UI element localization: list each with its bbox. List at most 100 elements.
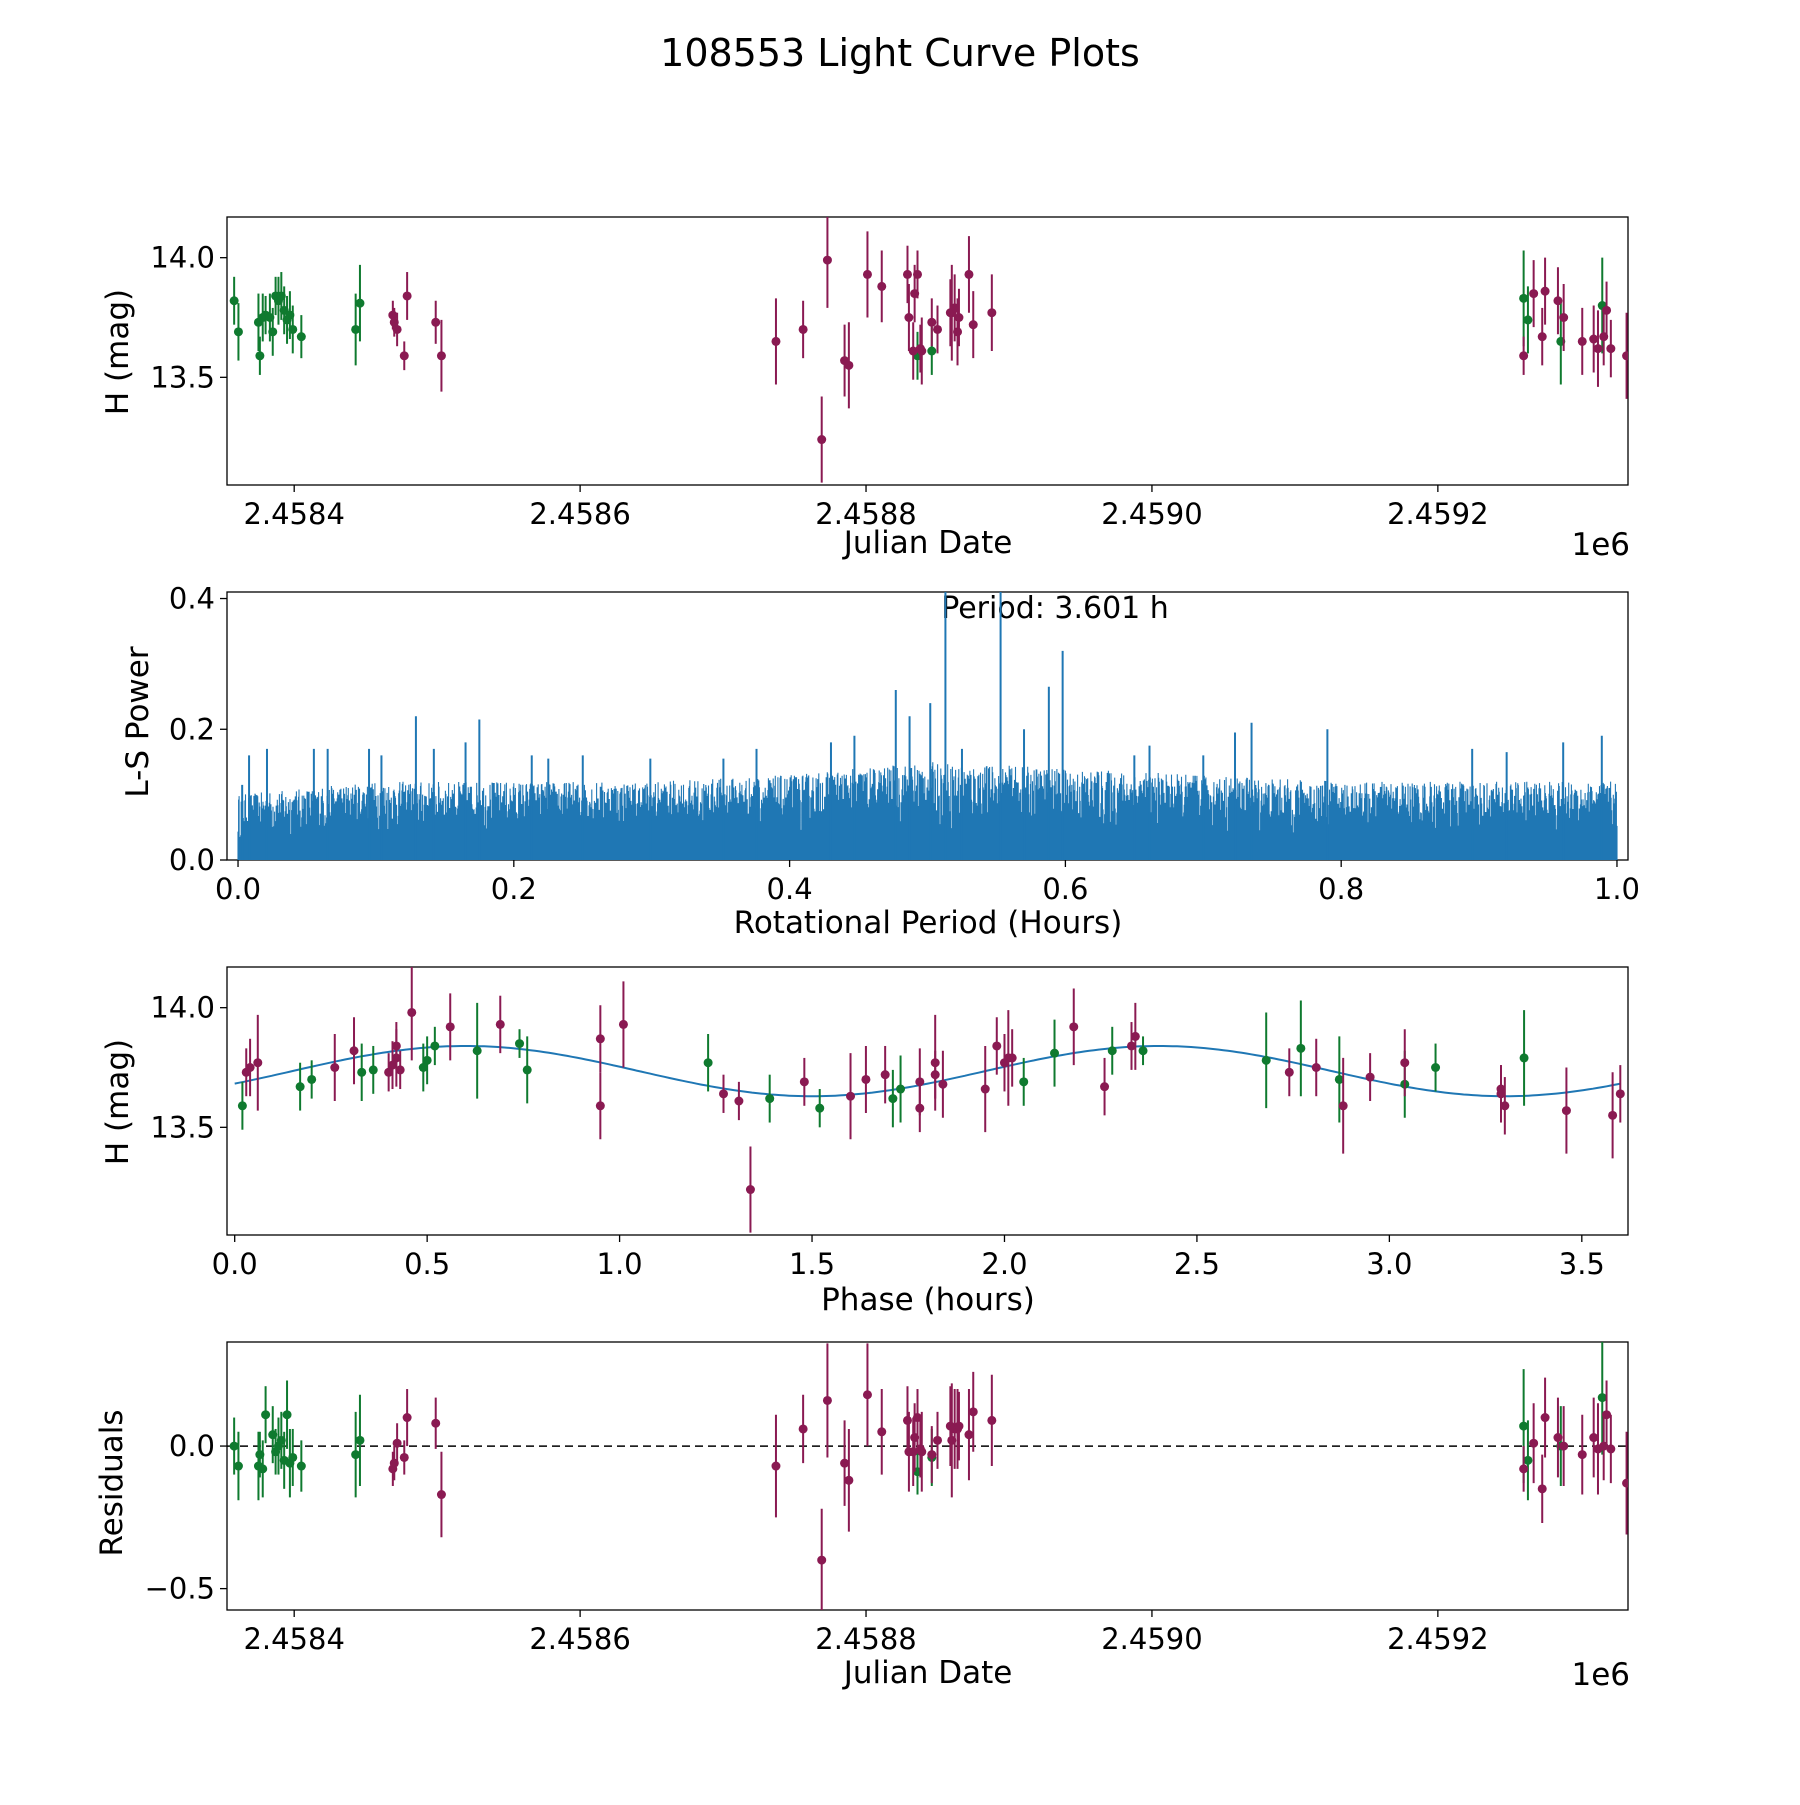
- phased-data-point: [395, 1065, 405, 1075]
- residuals-data-point: [917, 1447, 927, 1457]
- residuals-data-point: [1553, 1433, 1563, 1443]
- phased-panel: Phase (hours) H (mag) 0.0 0.5 1.0 1.5 2.0 2.5…: [100, 966, 1629, 1318]
- periodogram-ytick-label: 0.4: [169, 582, 215, 616]
- phased-data-point: [495, 1019, 505, 1029]
- phased-data-point: [391, 1041, 401, 1051]
- phased-model-curve: [234, 1045, 1621, 1098]
- residuals-data-point: [862, 1390, 872, 1400]
- phased-xtick-label: 1.0: [597, 1247, 643, 1281]
- phased-data-point: [1296, 1043, 1306, 1053]
- residuals-ytick-label: 0.0: [169, 1429, 215, 1463]
- residuals-data-point: [1589, 1433, 1599, 1443]
- lightcurve-xtick-label: 2.4588: [815, 497, 916, 531]
- periodogram-xtick-label: 0.2: [491, 872, 537, 906]
- lightcurve-data-point: [1606, 344, 1616, 354]
- phased-data-point: [888, 1094, 898, 1104]
- residuals-data-point: [392, 1438, 402, 1448]
- residuals-data-point: [282, 1410, 292, 1420]
- residuals-data-point: [1559, 1441, 1569, 1451]
- residuals-data: [227, 1342, 1628, 1610]
- residuals-data-point: [1519, 1421, 1529, 1431]
- lightcurve-axes-frame: [226, 216, 1629, 486]
- periodogram-xtick-label: 0.6: [1042, 872, 1088, 906]
- phased-data-point: [1365, 1072, 1375, 1082]
- lightcurve-data-point: [968, 320, 978, 330]
- residuals-data-point: [877, 1427, 887, 1437]
- phased-data-point: [799, 1077, 809, 1087]
- phased-data-point: [595, 1034, 605, 1044]
- residuals-data-point: [987, 1415, 997, 1425]
- lightcurve-data-point: [798, 324, 808, 334]
- lightcurve-data-point: [1537, 332, 1547, 342]
- phased-data-point: [295, 1082, 305, 1092]
- residuals-data-point: [840, 1458, 850, 1468]
- phased-data-point: [1100, 1082, 1110, 1092]
- lightcurve-data-point: [927, 346, 937, 356]
- phased-data-point: [1019, 1077, 1029, 1087]
- phased-data-point: [368, 1065, 378, 1075]
- phased-data-point: [1400, 1058, 1410, 1068]
- lightcurve-data-point: [431, 317, 441, 327]
- residuals-panel: Julian Date Residuals 1e6 2.4584 2.4586 2.…: [94, 1341, 1630, 1693]
- lightcurve-data-point: [927, 317, 937, 327]
- figure-title: 108553 Light Curve Plots: [660, 31, 1140, 75]
- periodogram-data: [237, 592, 1618, 860]
- phased-xtick-label: 2.0: [981, 1247, 1027, 1281]
- phased-data-point: [430, 1041, 440, 1051]
- residuals-xtick-label: 2.4590: [1101, 1622, 1202, 1656]
- residuals-data-point: [436, 1490, 446, 1500]
- residuals-data-point: [296, 1461, 306, 1471]
- residuals-offset-label: 1e6: [1571, 1657, 1630, 1693]
- phased-data-point: [522, 1065, 532, 1075]
- lightcurve-data-point: [912, 269, 922, 279]
- residuals-xlabel: Julian Date: [842, 1655, 1013, 1691]
- lightcurve-data-point: [917, 346, 927, 356]
- phased-data-point: [861, 1074, 871, 1084]
- phased-data-point: [1138, 1046, 1148, 1056]
- residuals-ylabel: Residuals: [94, 1409, 130, 1556]
- lightcurve-data-point: [1540, 286, 1550, 296]
- phased-data-point: [846, 1091, 856, 1101]
- lightcurve-data-point: [1577, 336, 1587, 346]
- phased-xtick-label: 3.0: [1366, 1247, 1412, 1281]
- lightcurve-data-point: [402, 291, 412, 301]
- phased-data-point: [915, 1077, 925, 1087]
- phased-data-point: [245, 1063, 255, 1072]
- phased-data-point: [384, 1067, 394, 1077]
- period-annotation: Period: 3.601 h: [941, 591, 1169, 626]
- phased-data-point: [1130, 1031, 1140, 1041]
- residuals-data-point: [288, 1452, 298, 1462]
- lightcurve-data-point: [255, 351, 265, 361]
- phased-data-point: [896, 1084, 906, 1094]
- phased-data-point: [1431, 1063, 1441, 1072]
- residuals-data-point: [1622, 1478, 1628, 1488]
- lightcurve-data-point: [1559, 313, 1569, 322]
- residuals-data-point: [1537, 1484, 1547, 1494]
- lightcurve-offset-label: 1e6: [1571, 527, 1630, 563]
- lightcurve-data-point: [902, 269, 912, 279]
- phased-data-point: [815, 1103, 825, 1113]
- phased-xtick-label: 3.5: [1559, 1247, 1605, 1281]
- residuals-data-point: [1529, 1438, 1539, 1448]
- phased-data-point: [1338, 1101, 1348, 1111]
- lightcurve-panel: Julian Date H (mag) 1e6 2.4584 2.4586 2.45…: [100, 216, 1630, 563]
- phased-data-point: [1069, 1022, 1079, 1032]
- phased-data-point: [237, 1101, 247, 1111]
- phased-xlabel: Phase (hours): [821, 1282, 1035, 1318]
- residuals-data-point: [1540, 1413, 1550, 1423]
- phased-axes-frame: [226, 966, 1629, 1236]
- periodogram-xtick-label: 0.8: [1318, 872, 1364, 906]
- lightcurve-data-point: [822, 255, 832, 265]
- residuals-data-point: [954, 1421, 964, 1431]
- lightcurve-data-point: [436, 351, 446, 361]
- lightcurve-data-point: [1622, 351, 1628, 361]
- periodogram-xlabel: Rotational Period (Hours): [734, 905, 1123, 941]
- lightcurve-data-point: [933, 324, 943, 334]
- lightcurve-data-point: [1589, 334, 1599, 344]
- residuals-xtick-label: 2.4592: [1387, 1622, 1488, 1656]
- phased-ytick-label: 14.0: [150, 991, 215, 1025]
- lightcurve-data-point: [233, 327, 243, 337]
- phased-data-point: [1311, 1063, 1321, 1072]
- residuals-data-point: [771, 1461, 781, 1471]
